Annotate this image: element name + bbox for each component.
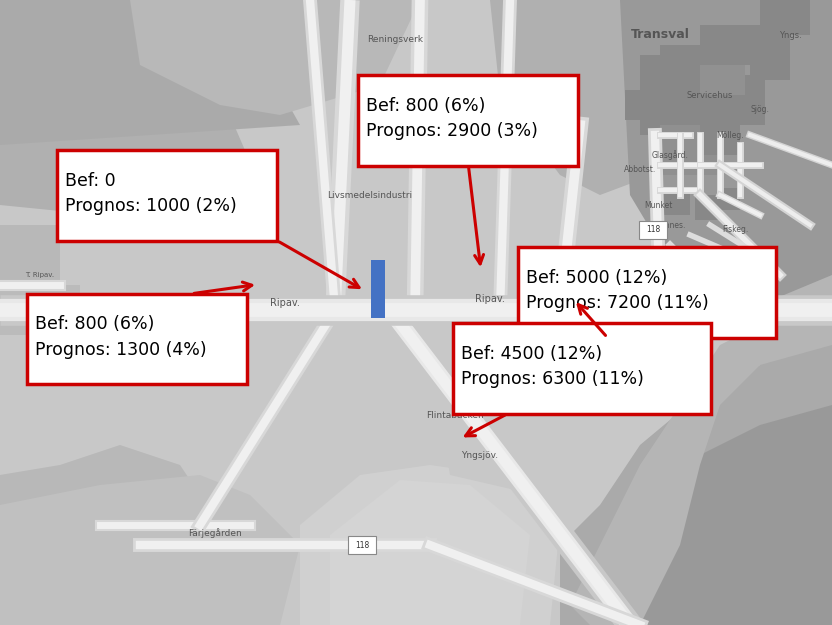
Text: 118: 118 bbox=[355, 541, 369, 549]
Bar bbox=[700, 60, 745, 95]
Bar bbox=[660, 125, 720, 175]
Text: Reningsverk: Reningsverk bbox=[367, 36, 423, 44]
Text: Yngsjöv.: Yngsjöv. bbox=[462, 451, 498, 459]
Text: Bef: 800 (6%)
Prognos: 1300 (4%): Bef: 800 (6%) Prognos: 1300 (4%) bbox=[35, 316, 206, 359]
Bar bbox=[640, 55, 720, 135]
Bar bbox=[639, 221, 667, 239]
Polygon shape bbox=[0, 475, 300, 625]
Text: T. Ripav.: T. Ripav. bbox=[26, 272, 55, 278]
Polygon shape bbox=[620, 0, 832, 305]
Bar bbox=[695, 195, 720, 220]
Polygon shape bbox=[330, 480, 530, 625]
Text: Yngs.: Yngs. bbox=[779, 31, 801, 39]
Text: Glasgård.: Glasgård. bbox=[651, 150, 688, 160]
Polygon shape bbox=[0, 0, 300, 145]
Polygon shape bbox=[490, 0, 832, 195]
Bar bbox=[760, 0, 832, 625]
Text: Bef: 5000 (12%)
Prognos: 7200 (11%): Bef: 5000 (12%) Prognos: 7200 (11%) bbox=[527, 269, 709, 312]
Text: Fiskeg.: Fiskeg. bbox=[722, 226, 748, 234]
Polygon shape bbox=[300, 465, 560, 625]
FancyBboxPatch shape bbox=[518, 247, 776, 338]
Bar bbox=[750, 25, 790, 80]
FancyBboxPatch shape bbox=[358, 75, 578, 166]
Text: 118: 118 bbox=[646, 226, 660, 234]
Bar bbox=[660, 45, 715, 85]
Text: Ripav.: Ripav. bbox=[475, 294, 505, 304]
Polygon shape bbox=[620, 405, 832, 625]
Bar bbox=[371, 260, 385, 318]
FancyBboxPatch shape bbox=[27, 294, 247, 384]
Polygon shape bbox=[440, 375, 600, 505]
Bar bbox=[625, 90, 660, 120]
Text: Flintabacken: Flintabacken bbox=[426, 411, 484, 419]
Text: Livsmedelsindustri: Livsmedelsindustri bbox=[328, 191, 413, 199]
Bar bbox=[725, 75, 765, 125]
Text: Bef: 0
Prognos: 1000 (2%): Bef: 0 Prognos: 1000 (2%) bbox=[65, 172, 236, 216]
Text: Munket: Munket bbox=[644, 201, 672, 209]
Text: Transval: Transval bbox=[631, 29, 690, 41]
FancyBboxPatch shape bbox=[57, 150, 277, 241]
Polygon shape bbox=[0, 445, 220, 625]
Text: Nunnes.: Nunnes. bbox=[654, 221, 686, 229]
Bar bbox=[660, 190, 690, 215]
Bar bbox=[700, 95, 750, 155]
Text: Abbotst.: Abbotst. bbox=[624, 166, 656, 174]
Text: Vången: Vången bbox=[94, 304, 136, 316]
Bar bbox=[0, 285, 80, 335]
Polygon shape bbox=[560, 345, 832, 625]
Text: Yngsj.: Yngsj. bbox=[507, 361, 533, 369]
Text: Färjegården: Färjegården bbox=[188, 528, 242, 538]
Polygon shape bbox=[130, 0, 420, 115]
Text: Servicehus: Servicehus bbox=[686, 91, 733, 99]
Polygon shape bbox=[0, 0, 260, 225]
Bar bbox=[740, 125, 785, 170]
Text: Ripav.: Ripav. bbox=[270, 298, 300, 308]
Text: Vårdhem: Vårdhem bbox=[510, 336, 550, 344]
Text: Mölleg.: Mölleg. bbox=[716, 131, 744, 139]
Bar bbox=[718, 188, 740, 210]
Bar bbox=[348, 536, 376, 554]
Polygon shape bbox=[570, 325, 760, 625]
Bar bbox=[760, 0, 810, 35]
Text: Bef: 800 (6%)
Prognos: 2900 (3%): Bef: 800 (6%) Prognos: 2900 (3%) bbox=[366, 97, 537, 141]
Bar bbox=[0, 225, 60, 285]
Text: Sjög.: Sjög. bbox=[750, 106, 770, 114]
Bar bbox=[700, 25, 780, 65]
FancyBboxPatch shape bbox=[453, 323, 711, 414]
Text: Bef: 4500 (12%)
Prognos: 6300 (11%): Bef: 4500 (12%) Prognos: 6300 (11%) bbox=[462, 345, 644, 389]
